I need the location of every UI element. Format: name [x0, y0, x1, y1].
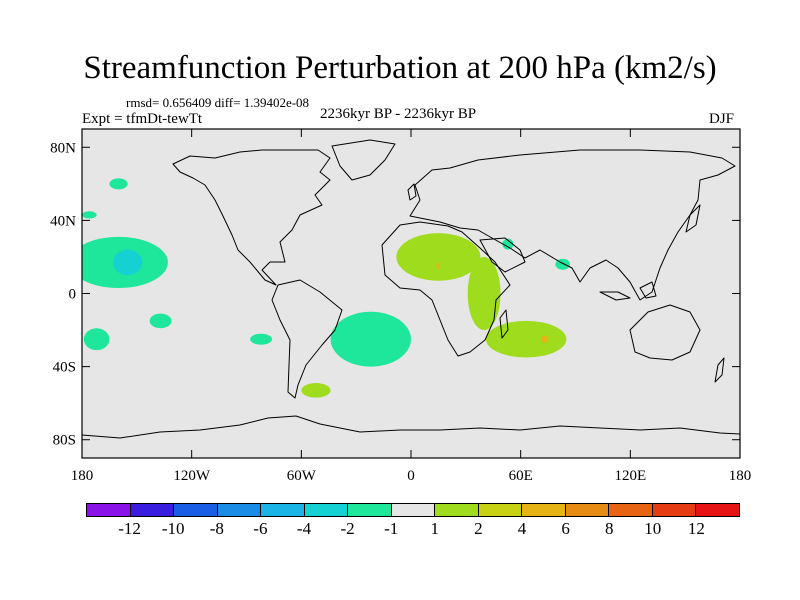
colorbar-label: 1 [430, 519, 440, 538]
colorbar-label: -2 [340, 519, 355, 538]
coastline-north-america [172, 149, 331, 286]
colorbar-swatch [261, 504, 305, 516]
period-label: 2236kyr BP - 2236kyr BP [320, 106, 477, 122]
coastline-new-zealand [714, 357, 725, 383]
anomaly-pacific-small-negative [82, 211, 97, 219]
map-background [82, 129, 740, 458]
y-tick-label: 40N [50, 213, 76, 229]
colorbar-label: 10 [644, 519, 662, 538]
stats-text: rmsd= 0.656409 diff= 1.39402e-08 [126, 95, 310, 110]
colorbar-label: 2 [474, 519, 483, 538]
colorbar-swatch [696, 504, 739, 516]
anomaly-south-atlantic-negative [330, 311, 411, 367]
colorbar-label: -4 [296, 519, 312, 538]
coastline-british-isles [407, 183, 417, 201]
coastline-layer [82, 139, 740, 439]
colorbar-swatch [391, 504, 436, 516]
colorbar-swatch [565, 504, 610, 516]
experiment-label: Expt = tfmDt-tewTt [82, 111, 203, 127]
x-tick-label: 180 [71, 468, 94, 484]
coastline-japan [685, 204, 701, 233]
anomaly-east-africa-positive [467, 256, 501, 331]
axis-layer: 80N 40N 0 40S 80S 180 120W 60W 0 60E 120E 180 [50, 129, 751, 484]
y-tick-label: 80N [50, 140, 76, 156]
coastline-indonesia [599, 281, 657, 301]
anomaly-south-america-west-negative [250, 333, 273, 345]
colorbar-swatch [609, 504, 653, 516]
colorbar-label: 8 [604, 519, 614, 538]
colorbar-swatch [478, 504, 523, 516]
x-tick-label: 60E [509, 468, 533, 484]
x-tick-label: 180 [729, 468, 752, 484]
colorbar-label: -10 [161, 519, 185, 538]
colorbar-swatch [652, 504, 697, 516]
x-tick-label: 120W [173, 468, 211, 484]
coastline-greenland [331, 139, 396, 181]
coastline-south-america [271, 279, 343, 399]
x-tick-label: 120E [614, 468, 646, 484]
anomaly-south-pacific-negative-west [83, 328, 110, 351]
colorbar-label: -6 [253, 519, 268, 538]
colorbar-swatch [304, 504, 349, 516]
x-tick-label: 60W [287, 468, 317, 484]
colorbar-label: 6 [561, 519, 570, 538]
coastline-australia [629, 304, 701, 361]
anomaly-alaska-negative [109, 178, 128, 190]
colorbar [86, 503, 740, 517]
map-title: Streamfunction Perturbation at 200 hPa (… [83, 50, 717, 86]
colorbar-swatch [130, 504, 175, 516]
anomaly-indian-ocean-positive-core [540, 335, 549, 343]
colorbar-label: 4 [517, 519, 527, 538]
colorbar-swatch [522, 504, 566, 516]
y-tick-label: 40S [53, 360, 76, 376]
anomaly-southwest-atlantic-positive [301, 383, 331, 398]
season-label: DJF [709, 111, 735, 127]
coastline-antarctica [82, 415, 740, 439]
colorbar-label: 12 [687, 519, 705, 538]
anomaly-sahara-positive-core [436, 262, 441, 270]
y-tick-label: 80S [53, 433, 76, 449]
anomaly-indian-ocean-positive [485, 320, 567, 358]
y-tick-label: 0 [69, 287, 77, 303]
coastline-africa [381, 221, 511, 357]
anomaly-south-pacific-negative-central [149, 313, 172, 329]
anomaly-arabia-negative [502, 238, 514, 250]
colorbar-swatch [217, 504, 262, 516]
anomaly-layer [82, 178, 571, 398]
coastline-arabia [479, 237, 526, 273]
coastline-madagascar [499, 309, 509, 339]
anomaly-north-africa-positive [396, 233, 481, 281]
x-tick-label: 0 [407, 468, 415, 484]
colorbar-swatch [87, 504, 131, 516]
colorbar-label: -8 [209, 519, 224, 538]
colorbar-label: -1 [384, 519, 399, 538]
colorbar-swatch [348, 504, 392, 516]
colorbar-label: -12 [118, 519, 141, 538]
colorbar-swatch [174, 504, 218, 516]
colorbar-swatch [435, 504, 479, 516]
anomaly-north-pacific-negative-core [113, 249, 143, 276]
